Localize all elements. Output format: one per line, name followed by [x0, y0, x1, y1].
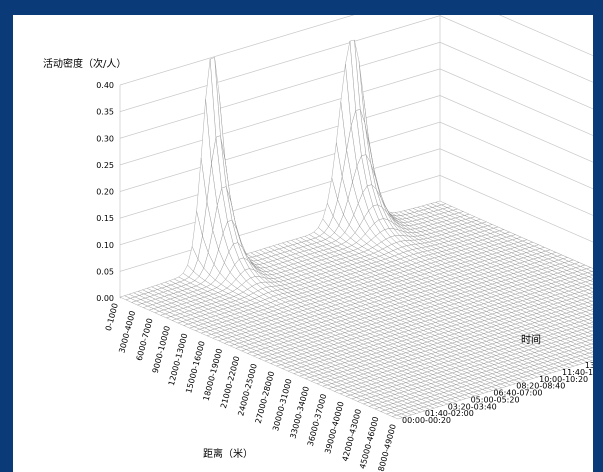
z-tick-label: 0.10	[96, 241, 114, 250]
distance-tick-label: 0-1000	[104, 302, 120, 332]
distance-tick-label: 30000-31000	[271, 378, 294, 432]
distance-tick-label: 18000-19000	[202, 348, 225, 402]
z-tick-label: 0.05	[96, 267, 114, 276]
z-tick-label: 0.00	[96, 294, 114, 303]
z-axis-label: 活动密度（次/人）	[43, 57, 126, 70]
z-tick-label: 0.15	[96, 214, 114, 223]
distance-tick-label: 36000-37000	[306, 393, 329, 447]
distance-tick-label: 42000-43000	[341, 408, 364, 462]
time-tick-label: 00:00-00:20	[402, 416, 451, 425]
z-tick-label: 0.25	[96, 161, 114, 170]
distance-tick-label: 39000-40000	[323, 401, 346, 455]
distance-tick-label: 33000-34000	[288, 385, 311, 439]
z-tick-label: 0.35	[96, 108, 114, 117]
time-tick-label: 05:00-05:20	[471, 395, 520, 404]
surface-cell	[589, 356, 593, 359]
distance-tick-label: 3000-4000	[117, 310, 137, 354]
distance-tick-label: 24000-25000	[236, 363, 259, 417]
time-tick-label: 06:40-07:00	[493, 389, 542, 398]
time-tick-label: 11:40-12:00	[562, 368, 593, 377]
z-tick-label: 0.40	[96, 81, 114, 90]
time-axis-ticks: 00:00-00:2001:40-02:0003:20-03:4005:00-0…	[402, 361, 593, 425]
distance-tick-label: 48000-49000	[375, 423, 398, 472]
distance-tick-label: 27000-28000	[254, 370, 277, 424]
time-tick-label: 13:20-13:40	[585, 361, 593, 370]
surface-chart: 0.00 0.05 0.10 0.15 0.20 0.25 0.30 0.35 0.40 0-1…	[43, 15, 593, 472]
surface-cell	[119, 295, 131, 300]
distance-tick-label: 15000-16000	[184, 340, 207, 394]
z-axis-ticks: 0.00 0.05 0.10 0.15 0.20 0.25 0.30 0.35 0.40	[96, 81, 114, 303]
distance-tick-label: 12000-13000	[167, 332, 190, 386]
z-tick-label: 0.20	[96, 188, 114, 197]
y-axis-label: 时间	[521, 333, 541, 346]
distance-tick-label: 6000-7000	[135, 317, 155, 361]
x-axis-label: 距离（米）	[203, 447, 253, 460]
distance-tick-label: 9000-10000	[151, 325, 172, 374]
wall-gridline	[119, 15, 593, 86]
time-tick-label: 01:40-02:00	[425, 409, 474, 418]
time-tick-label: 10:00-10:20	[539, 375, 588, 384]
time-tick-label: 08:20-08:40	[516, 382, 565, 391]
surface-mesh	[119, 39, 593, 420]
distance-tick-label: 21000-22000	[219, 355, 242, 409]
distance-tick-label: 45000-46000	[358, 416, 381, 470]
z-tick-label: 0.30	[96, 134, 114, 143]
time-tick-label: 03:20-03:40	[448, 402, 497, 411]
chart-frame: 0.00 0.05 0.10 0.15 0.20 0.25 0.30 0.35 0.40 0-1…	[13, 15, 593, 472]
